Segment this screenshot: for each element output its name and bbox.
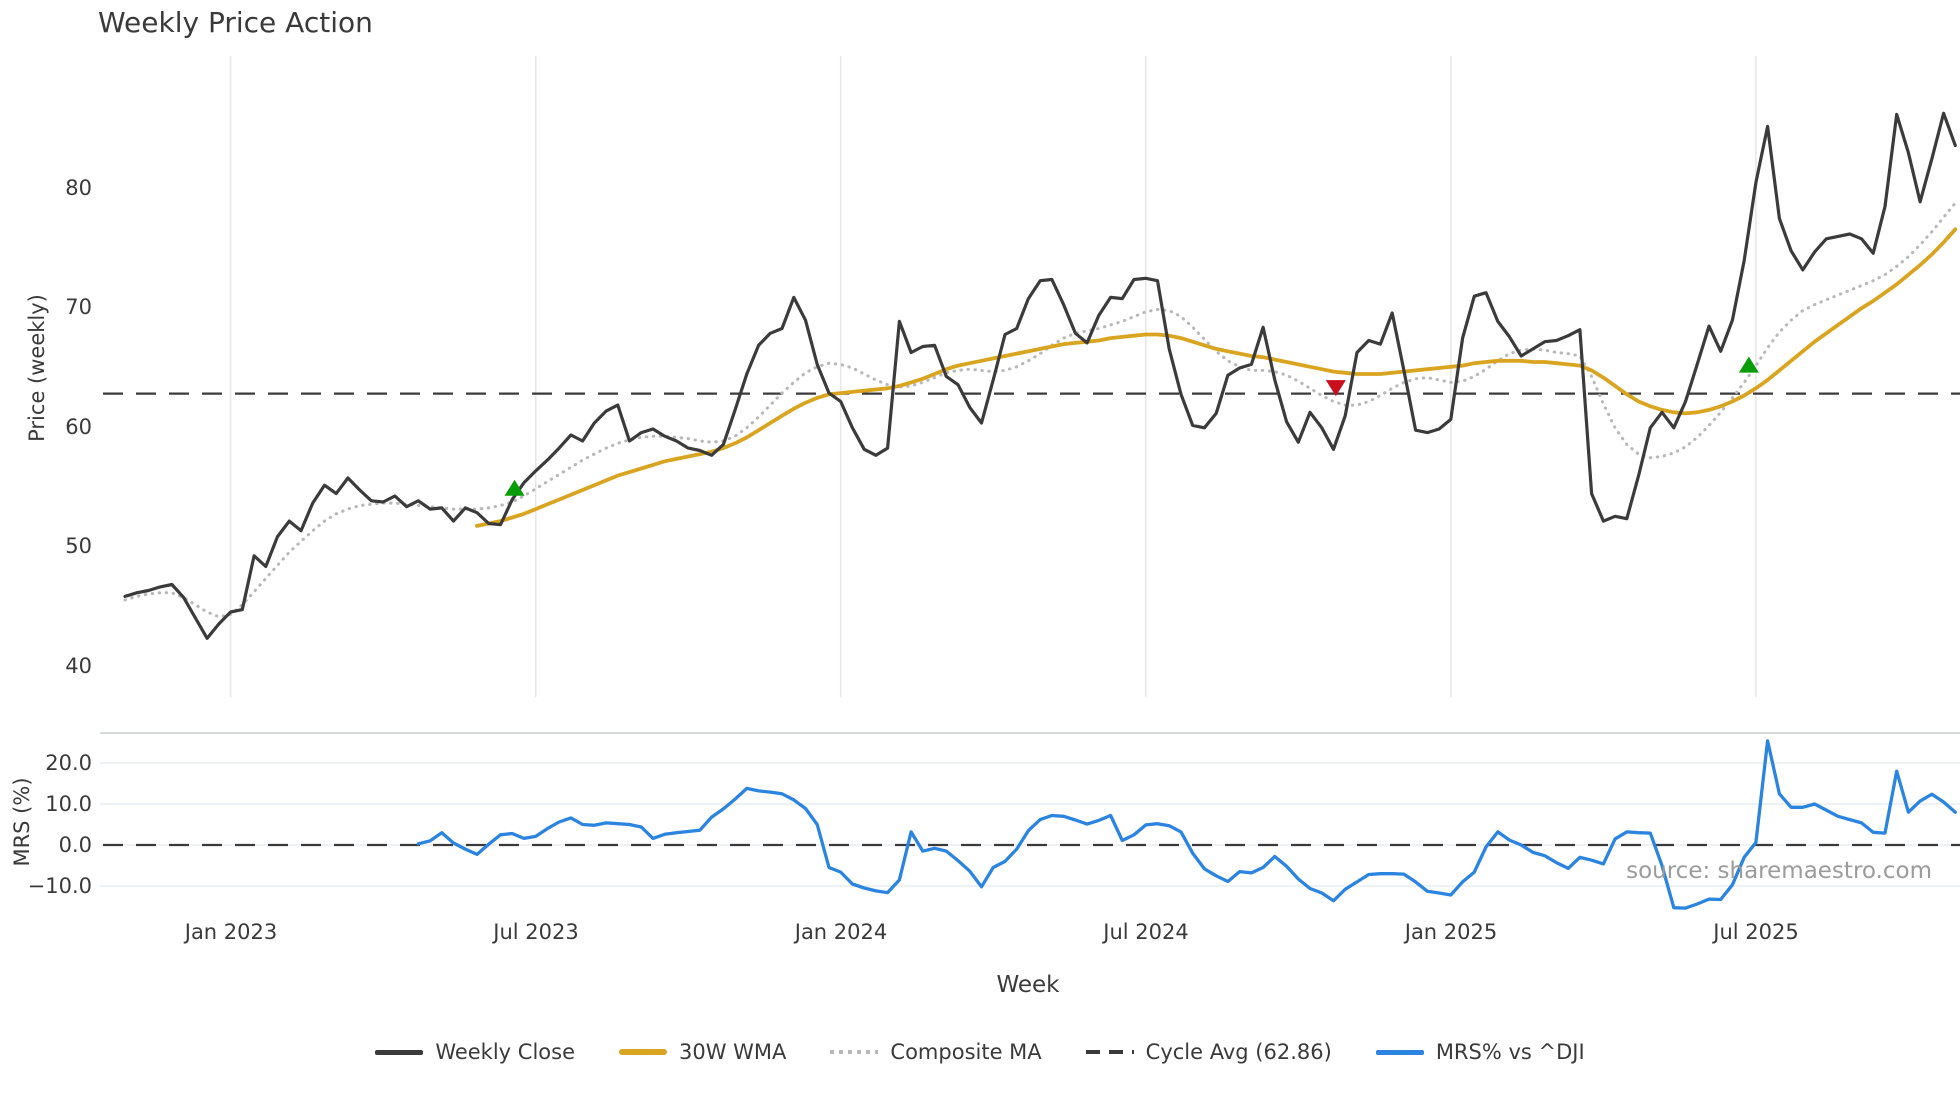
price-tick-70: 70 xyxy=(65,295,92,319)
mrs-line xyxy=(416,739,1957,910)
legend-label-mrs: MRS% vs ^DJI xyxy=(1435,1040,1585,1064)
x-axis-label: Week xyxy=(996,972,1060,998)
price-tick-40: 40 xyxy=(65,654,92,678)
price-tick-50: 50 xyxy=(65,534,92,558)
weekly-close-swatch-icon xyxy=(375,1049,424,1055)
buy-signal-triangle-icon xyxy=(504,479,525,496)
weekly-close-line xyxy=(123,111,1957,640)
legend-label-weekly-close: Weekly Close xyxy=(435,1040,575,1064)
x-tick-jul-2024: Jul 2024 xyxy=(1103,920,1189,944)
buy-signal-triangle-icon xyxy=(1738,356,1759,373)
composite-ma-swatch-icon xyxy=(830,1050,879,1054)
price-tick-80: 80 xyxy=(65,176,92,200)
chart-title: Weekly Price Action xyxy=(98,6,373,39)
legend-label-wma: 30W WMA xyxy=(679,1040,787,1064)
cycle-avg-swatch-icon xyxy=(1085,1050,1134,1054)
x-tick-jan-2023: Jan 2023 xyxy=(184,920,278,944)
signal-markers xyxy=(504,356,1759,496)
x-tick-jan-2025: Jan 2025 xyxy=(1404,920,1498,944)
legend-item-mrs: MRS% vs ^DJI xyxy=(1375,1040,1585,1064)
legend-item-cycle-avg: Cycle Avg (62.86) xyxy=(1085,1040,1332,1064)
mrs-swatch-icon xyxy=(1375,1049,1424,1055)
mrs-tick-0: 0.0 xyxy=(58,833,92,857)
mrs-tick-neg10: −10.0 xyxy=(27,874,92,898)
vertical-gridlines xyxy=(229,56,1757,697)
x-tick-jul-2025: Jul 2025 xyxy=(1713,920,1799,944)
x-tick-jan-2024: Jan 2024 xyxy=(794,920,888,944)
legend-item-wma: 30W WMA xyxy=(619,1040,786,1064)
mrs-tick-10: 10.0 xyxy=(45,792,92,816)
legend: Weekly Close 30W WMA Composite MA Cycle … xyxy=(0,1032,1960,1072)
price-tick-60: 60 xyxy=(65,415,92,439)
mrs-tick-20: 20.0 xyxy=(45,751,92,775)
legend-item-composite-ma: Composite MA xyxy=(830,1040,1042,1064)
x-tick-jul-2023: Jul 2023 xyxy=(493,920,579,944)
legend-label-composite-ma: Composite MA xyxy=(890,1040,1042,1064)
wma-30w-line xyxy=(475,227,1958,528)
sell-signal-triangle-icon xyxy=(1325,380,1346,397)
legend-item-weekly-close: Weekly Close xyxy=(375,1040,575,1064)
legend-label-cycle-avg: Cycle Avg (62.86) xyxy=(1145,1040,1332,1064)
composite-ma-line xyxy=(123,201,1957,619)
source-watermark: source: sharemaestro.com xyxy=(1626,858,1932,884)
wma-swatch-icon xyxy=(619,1049,667,1055)
